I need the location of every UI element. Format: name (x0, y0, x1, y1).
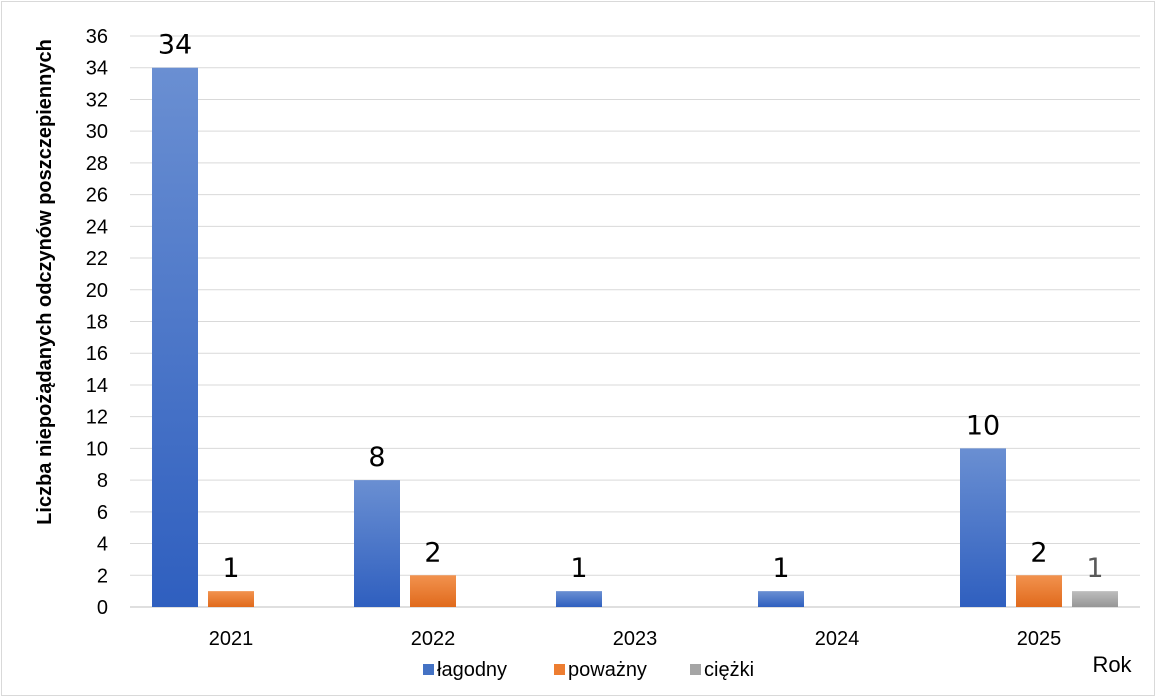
y-tick-label: 36 (86, 26, 108, 48)
y-axis-title: Liczba niepożądanych odczynów poszczepie… (34, 39, 56, 525)
y-tick-label: 2 (97, 565, 108, 587)
bar (410, 575, 456, 607)
y-tick-label: 28 (86, 153, 108, 175)
bar (152, 67, 198, 607)
legend-label: łagodny (437, 659, 507, 681)
y-tick-label: 26 (86, 185, 108, 207)
y-tick-label: 14 (86, 375, 108, 397)
data-label: 1 (222, 553, 239, 584)
y-tick-label: 34 (86, 58, 108, 80)
bar (960, 448, 1006, 607)
y-tick-label: 20 (86, 280, 108, 302)
x-tick-label: 2024 (815, 628, 860, 650)
bar (354, 480, 400, 607)
y-tick-label: 0 (97, 597, 108, 619)
data-label: 1 (1086, 553, 1103, 584)
data-label: 1 (772, 553, 789, 584)
x-tick-label: 2025 (1017, 628, 1062, 650)
legend-item: łagodny (423, 659, 507, 681)
data-label: 10 (966, 410, 1000, 441)
bar (758, 591, 804, 607)
data-label: 1 (570, 553, 587, 584)
bar (1072, 591, 1118, 607)
x-tick-label: 2022 (411, 628, 456, 650)
y-tick-label: 6 (97, 502, 108, 524)
x-tick-label: 2023 (613, 628, 658, 650)
y-tick-label: 12 (86, 407, 108, 429)
legend-swatch (690, 664, 701, 675)
y-tick-label: 22 (86, 248, 108, 270)
y-tick-label: 16 (86, 343, 108, 365)
bars (152, 67, 1118, 607)
data-label: 34 (158, 30, 192, 61)
y-tick-label: 4 (97, 534, 108, 556)
bar (1016, 575, 1062, 607)
bar (556, 591, 602, 607)
legend-label: poważny (568, 659, 647, 681)
legend-swatch (423, 664, 434, 675)
y-tick-label: 10 (86, 438, 108, 460)
legend: łagodny poważny ciężki (423, 659, 754, 681)
y-tick-label: 32 (86, 89, 108, 111)
bar (208, 591, 254, 607)
x-tick-label: 2021 (209, 628, 254, 650)
y-tick-label: 8 (97, 470, 108, 492)
x-axis-title: Rok (1092, 652, 1132, 677)
y-tick-label: 18 (86, 312, 108, 334)
data-label: 8 (368, 442, 385, 473)
data-label: 2 (1030, 537, 1047, 568)
y-tick-label: 24 (86, 216, 108, 238)
data-label: 2 (424, 537, 441, 568)
legend-swatch (554, 664, 565, 675)
x-axis-categories: 2021 2022 2023 2024 2025 (209, 628, 1062, 650)
legend-label: ciężki (704, 659, 754, 681)
legend-item: poważny (554, 659, 647, 681)
legend-item: ciężki (690, 659, 754, 681)
y-tick-label: 30 (86, 121, 108, 143)
